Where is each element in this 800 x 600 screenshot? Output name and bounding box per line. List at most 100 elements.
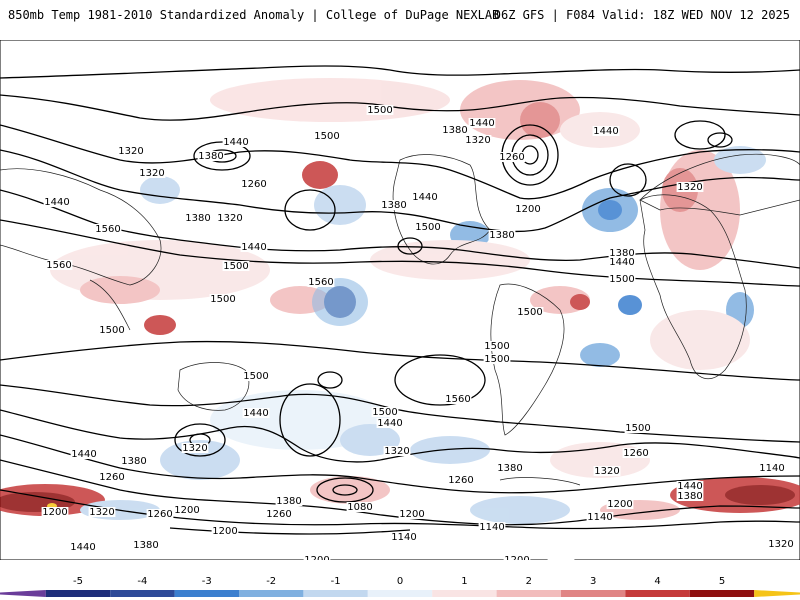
contour-label-bg xyxy=(222,261,250,271)
contour-label: 1380 xyxy=(489,230,514,241)
contour-label-bg xyxy=(514,204,542,214)
contour-label: 1440 xyxy=(241,242,266,253)
contour-label-bg xyxy=(516,307,544,317)
contour-label: 1500 xyxy=(484,354,509,365)
contour-label: 1440 xyxy=(44,197,69,208)
contour-label-bg xyxy=(593,466,621,476)
colorbar-bins xyxy=(0,590,800,597)
colorbar-tick-label: -2 xyxy=(266,576,276,587)
contour-label-bg xyxy=(371,407,399,417)
contour-label: 1260 xyxy=(241,179,266,190)
contour-label: 1200 xyxy=(42,507,67,518)
colorbar-tick-label: 2 xyxy=(526,576,532,587)
contour-label-bg xyxy=(622,448,650,458)
colorbar-bin xyxy=(174,590,239,597)
contour-label-bg xyxy=(120,456,148,466)
contour-label-bg xyxy=(216,213,244,223)
contour-label-bg xyxy=(98,472,126,482)
contour-label-bg xyxy=(608,274,636,284)
colorbar-high-extension xyxy=(754,590,800,597)
contour-label-bg xyxy=(69,542,97,552)
contour-label: 1500 xyxy=(625,423,650,434)
contour-label-bg xyxy=(676,491,704,501)
colorbar: -5 -4 -3 -2 -1 0 1 2 3 4 5 xyxy=(0,576,800,597)
contour-label-bg xyxy=(366,105,394,115)
contour-label-bg xyxy=(447,475,475,485)
contour-label: 1320 xyxy=(89,507,114,518)
contour-label-bg xyxy=(275,496,303,506)
contour-label: 1260 xyxy=(147,509,172,520)
contour-label: 1320 xyxy=(217,213,242,224)
contour-label: 1500 xyxy=(223,261,248,272)
contour-label-bg xyxy=(390,532,418,542)
contour-label: 1200 xyxy=(212,526,237,537)
contour-label-bg xyxy=(265,509,293,519)
contour-label: 1500 xyxy=(314,131,339,142)
contour-label-bg xyxy=(222,137,250,147)
contour-label: 1080 xyxy=(347,502,372,513)
contour-label: 1440 xyxy=(71,449,96,460)
colorbar-bin xyxy=(45,590,111,597)
contour-label: 1200 xyxy=(504,555,529,560)
contour-label-bg xyxy=(94,224,122,234)
contour-label: 1440 xyxy=(412,192,437,203)
contour-label-bg xyxy=(197,151,225,161)
colorbar-bin xyxy=(625,590,690,597)
contour-label-bg xyxy=(376,418,404,428)
contour-label: 1500 xyxy=(99,325,124,336)
contour-label: 1260 xyxy=(266,509,291,520)
contour-label: 1320 xyxy=(465,135,490,146)
contour-label: 1500 xyxy=(415,222,440,233)
contour-label-bg xyxy=(496,463,524,473)
contour-label: 1380 xyxy=(609,248,634,259)
contour-label-bg xyxy=(606,499,634,509)
contour-label-bg xyxy=(146,509,174,519)
contour-label: 1260 xyxy=(448,475,473,486)
contour-label: 1380 xyxy=(442,125,467,136)
contour-label: 1260 xyxy=(623,448,648,459)
contour-label: 1260 xyxy=(99,472,124,483)
contour-label: 1500 xyxy=(372,407,397,418)
colorbar-bin xyxy=(239,590,304,597)
colorbar-tick-label: -3 xyxy=(202,576,212,587)
contour-label: 1320 xyxy=(768,539,793,550)
contour-label-bg xyxy=(242,408,270,418)
colorbar-bin xyxy=(432,590,497,597)
contour-label: 1200 xyxy=(174,505,199,516)
contour-label-bg xyxy=(313,131,341,141)
colorbar-tick-label: -4 xyxy=(137,576,147,587)
contour-label: 1200 xyxy=(607,499,632,510)
colorbar-bin xyxy=(689,590,755,597)
contour-label: 1320 xyxy=(182,443,207,454)
contour-label: 1440 xyxy=(469,118,494,129)
contour-label-bg xyxy=(464,135,492,145)
contour-label: 1380 xyxy=(381,200,406,211)
contour-label: 1560 xyxy=(95,224,120,235)
contour-label-bg xyxy=(586,512,614,522)
contour-label: 1440 xyxy=(609,257,634,268)
contour-label-bg xyxy=(88,507,116,517)
colorbar-ticks: -5 -4 -3 -2 -1 0 1 2 3 4 5 xyxy=(73,576,725,587)
contour-label-bg xyxy=(346,502,374,512)
contour-label-bg xyxy=(767,539,795,549)
colorbar-bin xyxy=(496,590,561,597)
contour-label: 1140 xyxy=(759,463,784,474)
contour-label-bg xyxy=(184,213,212,223)
contour-label-bg xyxy=(483,341,511,351)
contour-label-bg xyxy=(441,125,469,135)
contour-label-bg xyxy=(444,394,472,404)
contour-label: 1380 xyxy=(497,463,522,474)
contour-label: 1500 xyxy=(517,307,542,318)
colorbar-tick-label: 5 xyxy=(719,576,725,587)
contour-label: 1380 xyxy=(276,496,301,507)
contour-label: 1500 xyxy=(484,341,509,352)
contour-label: 1440 xyxy=(70,542,95,553)
contour-label: 1140 xyxy=(479,522,504,533)
contour-label-bg xyxy=(242,371,270,381)
contour-label-bg xyxy=(132,540,160,550)
colorbar-bin xyxy=(561,590,626,597)
contour-label-bg xyxy=(676,481,704,491)
contour-label-bg xyxy=(45,260,73,270)
contour-label-bg xyxy=(676,182,704,192)
